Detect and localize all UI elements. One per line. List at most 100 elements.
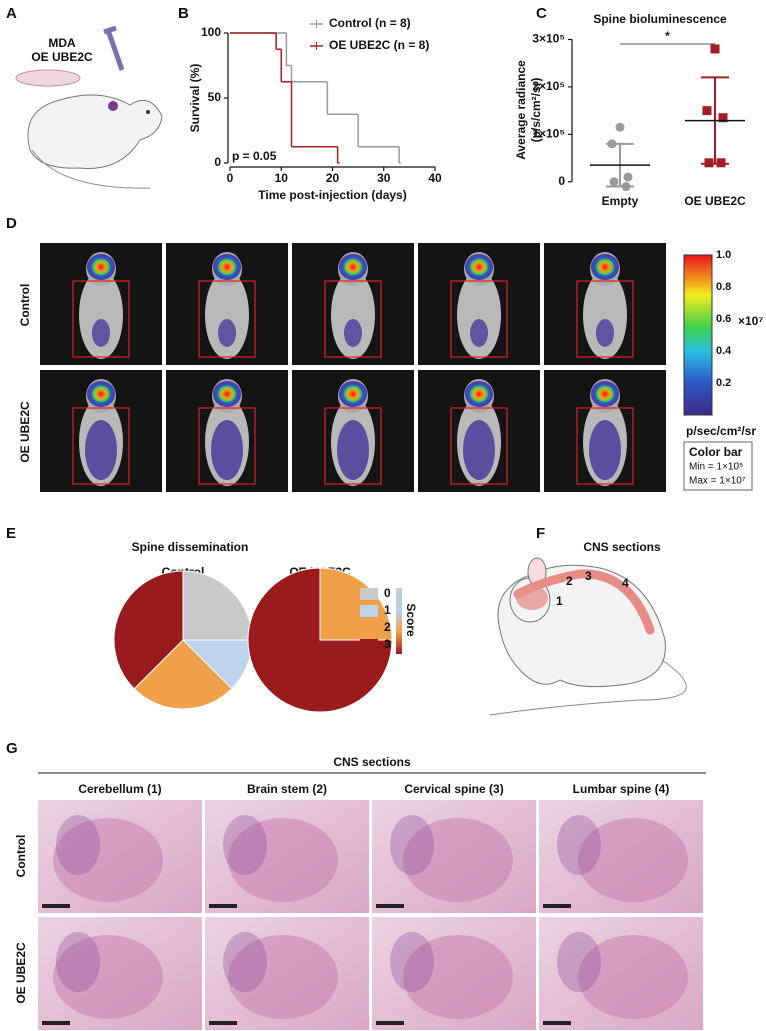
roi-box <box>576 407 634 485</box>
mouse-body <box>79 271 123 359</box>
x-tick-label: 30 <box>377 171 391 185</box>
panel-letter: D <box>6 215 17 232</box>
signal <box>465 254 493 280</box>
panel-title: CNS sections <box>333 755 411 769</box>
signal <box>589 420 621 480</box>
y-axis-label: (p/s/cm²/sr) <box>529 78 543 143</box>
signal <box>344 319 362 347</box>
data-point <box>710 44 720 54</box>
x-tick-label: 0 <box>227 171 234 185</box>
cell-label: MDA <box>48 36 76 50</box>
panel-letter: A <box>6 5 17 22</box>
site-label: 3 <box>585 569 592 583</box>
roi-box <box>72 407 130 485</box>
roi-box <box>198 280 256 358</box>
colorbar-multiplier: ×10⁷ <box>738 314 763 328</box>
x-axis-label: Time post-injection (days) <box>258 188 406 202</box>
legend-label: 2 <box>384 620 391 634</box>
signal <box>213 254 241 280</box>
tissue <box>56 815 100 875</box>
y-axis-label: Survival (%) <box>188 64 202 133</box>
chart-title: Spine dissemination <box>132 540 249 554</box>
panel-letter: B <box>178 5 189 22</box>
roi-box <box>450 280 508 358</box>
signal <box>591 254 619 280</box>
mouse-body <box>205 271 249 359</box>
data-point <box>702 106 712 116</box>
legend-swatch <box>360 588 378 600</box>
mouse-body <box>457 271 501 359</box>
tissue <box>403 935 513 1019</box>
y-tick-label: 50 <box>208 90 222 104</box>
legend-swatch <box>360 622 378 634</box>
tissue <box>390 815 434 875</box>
signal <box>87 254 115 280</box>
colorbar-tick-label: 0.6 <box>716 313 731 325</box>
panel-letter: E <box>6 525 16 542</box>
legend-label: 1 <box>384 603 391 617</box>
y-tick-label: 0 <box>214 155 221 169</box>
pie-slice <box>247 567 393 713</box>
pie-slice <box>319 567 393 641</box>
cell-label: OE UBE2C <box>31 50 93 64</box>
colorbar-tick-label: 0.4 <box>716 345 732 357</box>
signal <box>596 319 614 347</box>
colorbar-tick-label: 1.0 <box>716 249 731 261</box>
roi-box <box>324 280 382 358</box>
y-tick-label: 3×10⁵ <box>532 32 565 46</box>
colorbar-box-title: Color bar <box>689 445 743 459</box>
roi-box <box>324 407 382 485</box>
y-tick-label: 0 <box>558 174 565 188</box>
colorbar-unit: p/sec/cm²/sr <box>686 424 756 438</box>
mouse-illustration <box>489 557 687 716</box>
tissue <box>53 818 163 902</box>
x-tick-label: 10 <box>275 171 289 185</box>
row-label: Control <box>14 835 28 878</box>
signal <box>213 381 241 407</box>
y-tick-label: 1×10⁵ <box>532 127 565 141</box>
legend-label: 3 <box>384 637 391 651</box>
colorbar-tick-label: 0.8 <box>716 281 731 293</box>
colorbar-max: Max = 1×10⁷ <box>689 476 746 487</box>
data-point <box>718 113 728 123</box>
scale-bar <box>376 1021 404 1025</box>
pie-slice <box>182 570 253 641</box>
legend-title: Score <box>404 603 418 637</box>
x-tick-label: 40 <box>428 171 442 185</box>
panel-title: CNS sections <box>583 540 661 554</box>
scale-bar <box>209 1021 237 1025</box>
signal <box>85 420 117 480</box>
tissue <box>578 818 688 902</box>
panel-letter: C <box>536 5 547 22</box>
tissue <box>557 932 601 992</box>
signal <box>463 420 495 480</box>
legend-scale <box>396 588 402 654</box>
data-point <box>609 177 619 187</box>
mouse-body <box>583 271 627 359</box>
panel-letter: F <box>536 525 545 542</box>
colorbar-box <box>683 441 753 491</box>
roi-box <box>198 407 256 485</box>
pie-slice <box>113 570 184 690</box>
legend-label: Control (n = 8) <box>329 16 411 30</box>
color-bar <box>683 254 713 416</box>
roi-box <box>450 407 508 485</box>
x-tick-label: OE UBE2C <box>684 194 746 208</box>
signal <box>339 381 367 407</box>
column-header: Brain stem (2) <box>247 782 327 796</box>
tissue <box>223 815 267 875</box>
signal <box>92 319 110 347</box>
signal <box>470 319 488 347</box>
signal <box>337 420 369 480</box>
scale-bar <box>376 904 404 908</box>
scale-bar <box>42 904 70 908</box>
roi-box <box>576 280 634 358</box>
colorbar-tick-label: 0.2 <box>716 377 731 389</box>
column-header: Lumbar spine (4) <box>573 782 670 796</box>
signal <box>211 420 243 480</box>
column-header: Cerebellum (1) <box>78 782 161 796</box>
data-point <box>623 172 633 182</box>
annotation: p = 0.05 <box>232 149 277 163</box>
